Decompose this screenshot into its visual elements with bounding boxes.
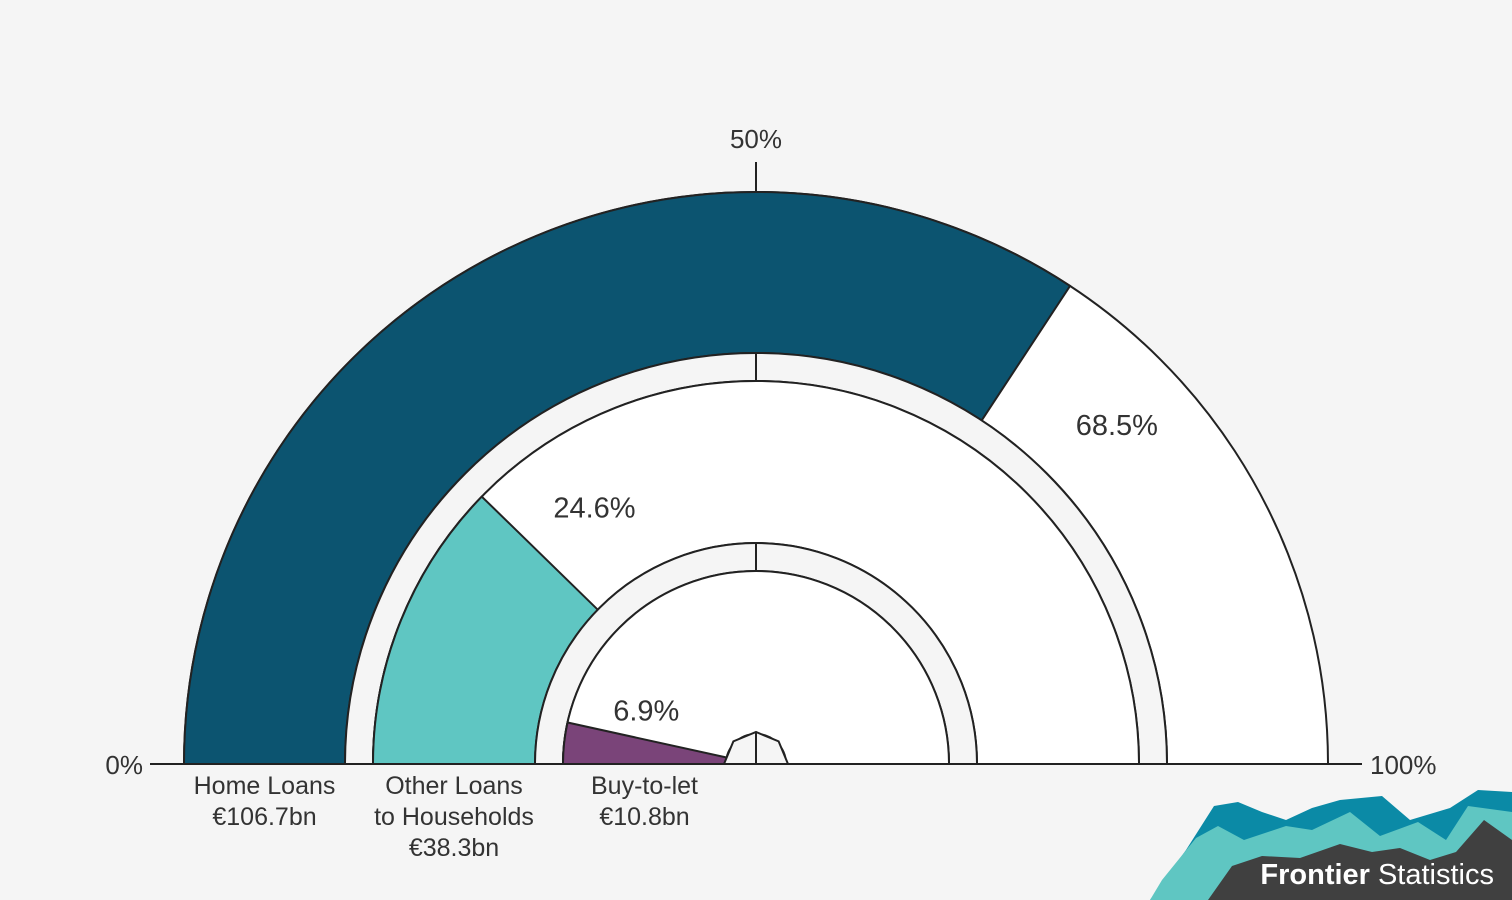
category-labels: Home Loans €106.7bn Other Loans to Househol… [194, 772, 698, 862]
value-label-1: 68.5% [1076, 410, 1158, 442]
logo-mountain-front [1208, 820, 1512, 900]
chart-rings [182, 162, 1330, 765]
axis-max-label: 100% [1370, 750, 1437, 780]
value-label-2: 24.6% [553, 493, 635, 525]
axis-mid-label: 50% [730, 124, 782, 154]
frontier-statistics-logo: Frontier Statistics [1150, 790, 1512, 900]
category-label-3-line-1: Buy-to-let [591, 772, 698, 800]
chart-axis: 0% 50% 100% [105, 124, 1436, 780]
logo-text: Frontier Statistics [1260, 859, 1494, 891]
category-label-2-line-1: Other Loans [385, 772, 523, 800]
value-label-3: 6.9% [613, 696, 679, 728]
category-label-2-line-3: €38.3bn [409, 834, 499, 862]
category-label-1-line-1: Home Loans [194, 772, 336, 800]
category-label-2-line-2: to Households [374, 803, 534, 831]
value-labels: 68.5% 24.6% 6.9% [553, 410, 1158, 728]
logo-text-bold: Frontier [1260, 859, 1370, 891]
category-label-1-line-2: €106.7bn [212, 803, 316, 831]
logo-text-regular: Statistics [1378, 859, 1494, 891]
axis-min-label: 0% [105, 750, 143, 780]
category-label-3-line-2: €10.8bn [599, 803, 689, 831]
